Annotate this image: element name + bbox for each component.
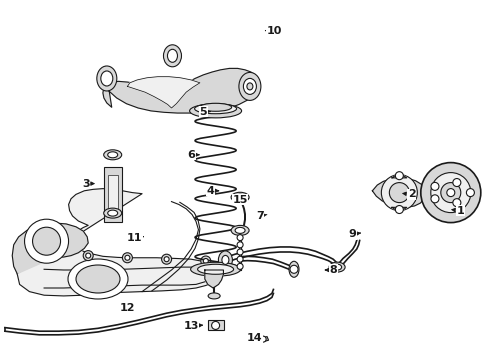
Bar [104,167,122,222]
Circle shape [162,254,172,264]
Ellipse shape [247,83,253,90]
Ellipse shape [164,45,181,67]
Text: 11: 11 [127,233,144,243]
Circle shape [441,183,461,203]
Polygon shape [17,189,221,296]
Circle shape [237,249,243,255]
Ellipse shape [68,259,128,299]
Text: 3: 3 [82,179,94,189]
Polygon shape [260,337,269,341]
Circle shape [447,189,455,197]
Text: 1: 1 [452,206,465,216]
Polygon shape [239,230,241,270]
Circle shape [453,199,461,207]
Polygon shape [205,270,223,288]
Ellipse shape [97,66,117,91]
Circle shape [431,183,439,190]
Circle shape [201,256,211,266]
Polygon shape [392,207,407,212]
Text: 15: 15 [232,195,248,205]
Text: 8: 8 [325,265,337,275]
Circle shape [164,257,169,262]
Ellipse shape [289,261,299,277]
Circle shape [125,255,130,260]
Ellipse shape [235,194,245,200]
Ellipse shape [108,210,118,216]
Polygon shape [127,77,200,108]
Text: 4: 4 [207,186,219,196]
Circle shape [421,163,481,222]
Circle shape [381,175,417,211]
Ellipse shape [108,152,118,158]
Circle shape [32,227,61,255]
Ellipse shape [195,104,237,114]
Ellipse shape [244,78,256,94]
Ellipse shape [191,262,241,276]
Text: 13: 13 [183,321,202,331]
Ellipse shape [239,72,261,100]
Ellipse shape [101,71,113,86]
Ellipse shape [104,208,122,218]
Polygon shape [372,178,426,207]
Text: 7: 7 [256,211,267,221]
Circle shape [212,321,220,329]
Bar [108,175,118,215]
Text: 2: 2 [403,189,416,199]
Circle shape [260,336,266,342]
Ellipse shape [329,262,345,272]
Text: 6: 6 [187,150,199,160]
Circle shape [431,172,471,213]
Circle shape [83,251,93,261]
Ellipse shape [190,104,242,118]
Text: 9: 9 [349,229,360,239]
Circle shape [237,235,243,240]
Ellipse shape [219,251,232,269]
Ellipse shape [208,293,220,299]
Ellipse shape [76,265,120,293]
Circle shape [237,256,243,262]
Circle shape [395,172,403,180]
Text: 14: 14 [247,333,263,343]
Ellipse shape [231,192,249,202]
Circle shape [203,258,208,264]
Circle shape [466,189,474,197]
Bar [208,320,223,330]
Text: 10: 10 [266,26,282,36]
Circle shape [24,219,69,263]
Circle shape [290,265,298,273]
Polygon shape [100,67,260,113]
Circle shape [237,264,243,269]
Text: 5: 5 [199,107,211,117]
Circle shape [122,253,132,263]
Circle shape [86,253,91,258]
Ellipse shape [104,150,122,160]
Circle shape [431,195,439,203]
Polygon shape [392,173,407,178]
Ellipse shape [235,228,245,233]
Circle shape [453,179,461,186]
Text: 12: 12 [120,303,135,313]
Ellipse shape [222,256,229,264]
Circle shape [390,183,409,203]
Ellipse shape [168,49,177,62]
Circle shape [237,242,243,248]
Ellipse shape [199,103,232,111]
Ellipse shape [231,225,249,235]
Ellipse shape [333,264,342,270]
Circle shape [395,206,403,213]
Ellipse shape [197,264,234,274]
Polygon shape [12,223,88,274]
